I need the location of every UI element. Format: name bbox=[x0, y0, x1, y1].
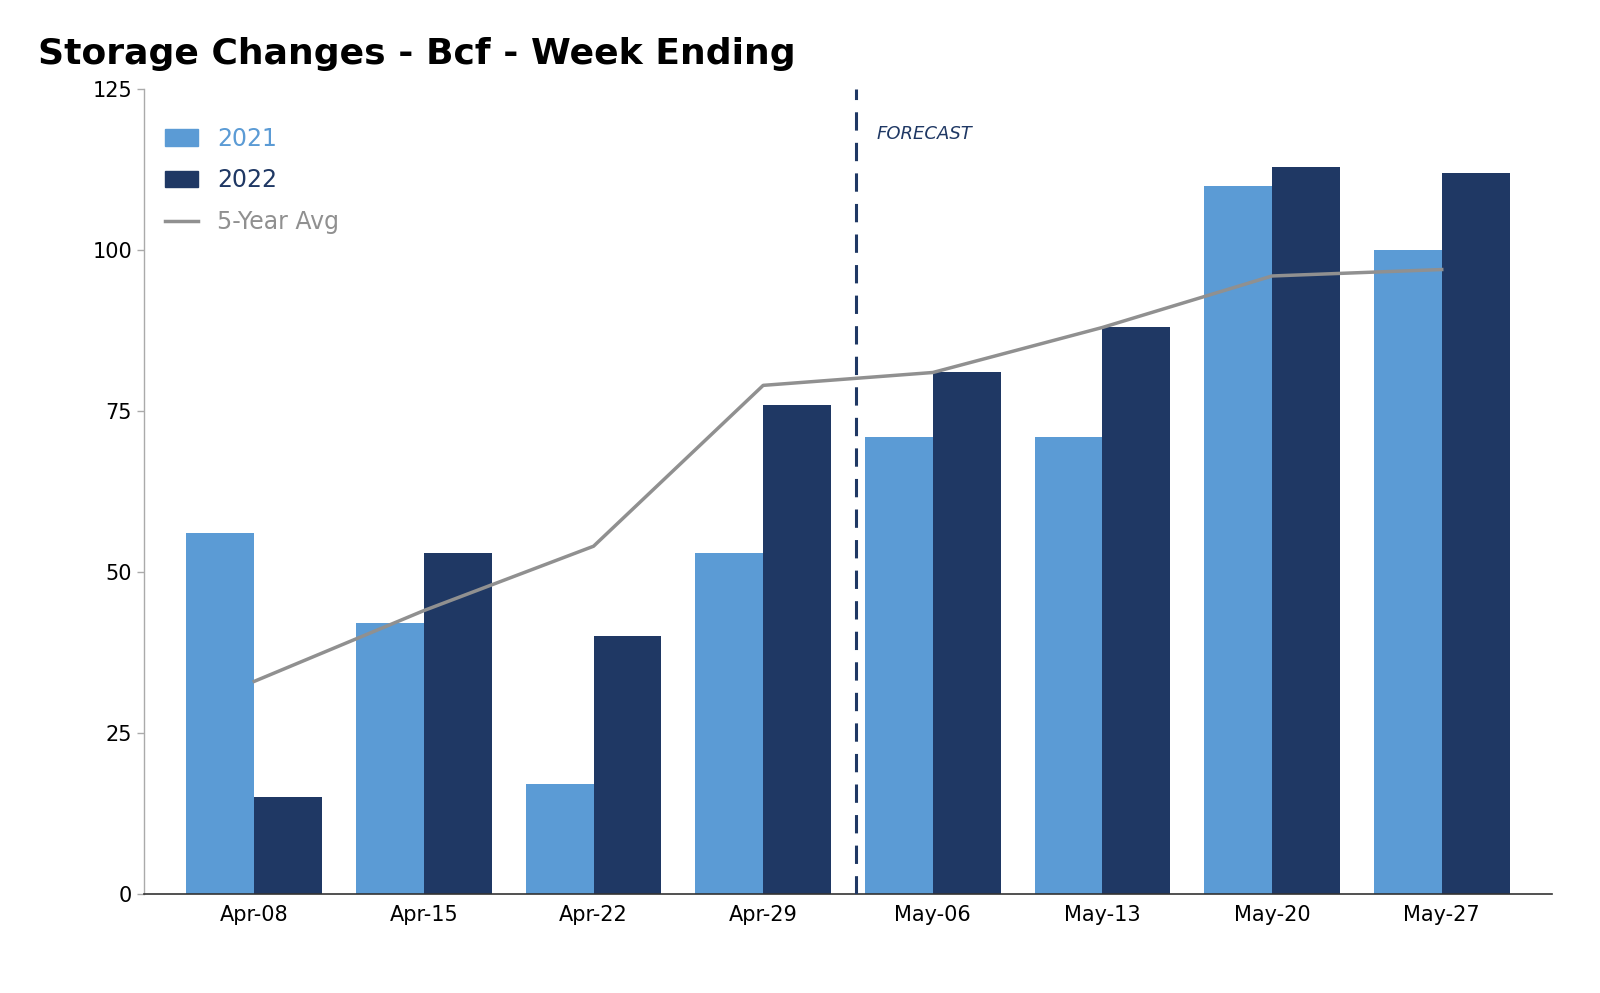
Bar bbox=[1442, 173, 1509, 894]
Bar bbox=[594, 637, 661, 894]
Text: Storage Changes - Bcf - Week Ending: Storage Changes - Bcf - Week Ending bbox=[38, 38, 797, 71]
Bar bbox=[1205, 186, 1272, 894]
Legend: 2021, 2022, 5-Year Avg: 2021, 2022, 5-Year Avg bbox=[155, 117, 349, 243]
Bar bbox=[1035, 437, 1102, 894]
Bar bbox=[696, 553, 763, 894]
Bar bbox=[1374, 250, 1442, 894]
Bar bbox=[1102, 328, 1170, 894]
Bar bbox=[526, 784, 594, 894]
Text: FORECAST: FORECAST bbox=[877, 125, 973, 143]
Bar bbox=[187, 533, 254, 894]
Bar bbox=[933, 372, 1000, 894]
Bar bbox=[424, 553, 491, 894]
Bar bbox=[866, 437, 933, 894]
Bar bbox=[763, 405, 830, 894]
Bar bbox=[254, 797, 322, 894]
Bar bbox=[1272, 167, 1339, 894]
Bar bbox=[357, 624, 424, 894]
